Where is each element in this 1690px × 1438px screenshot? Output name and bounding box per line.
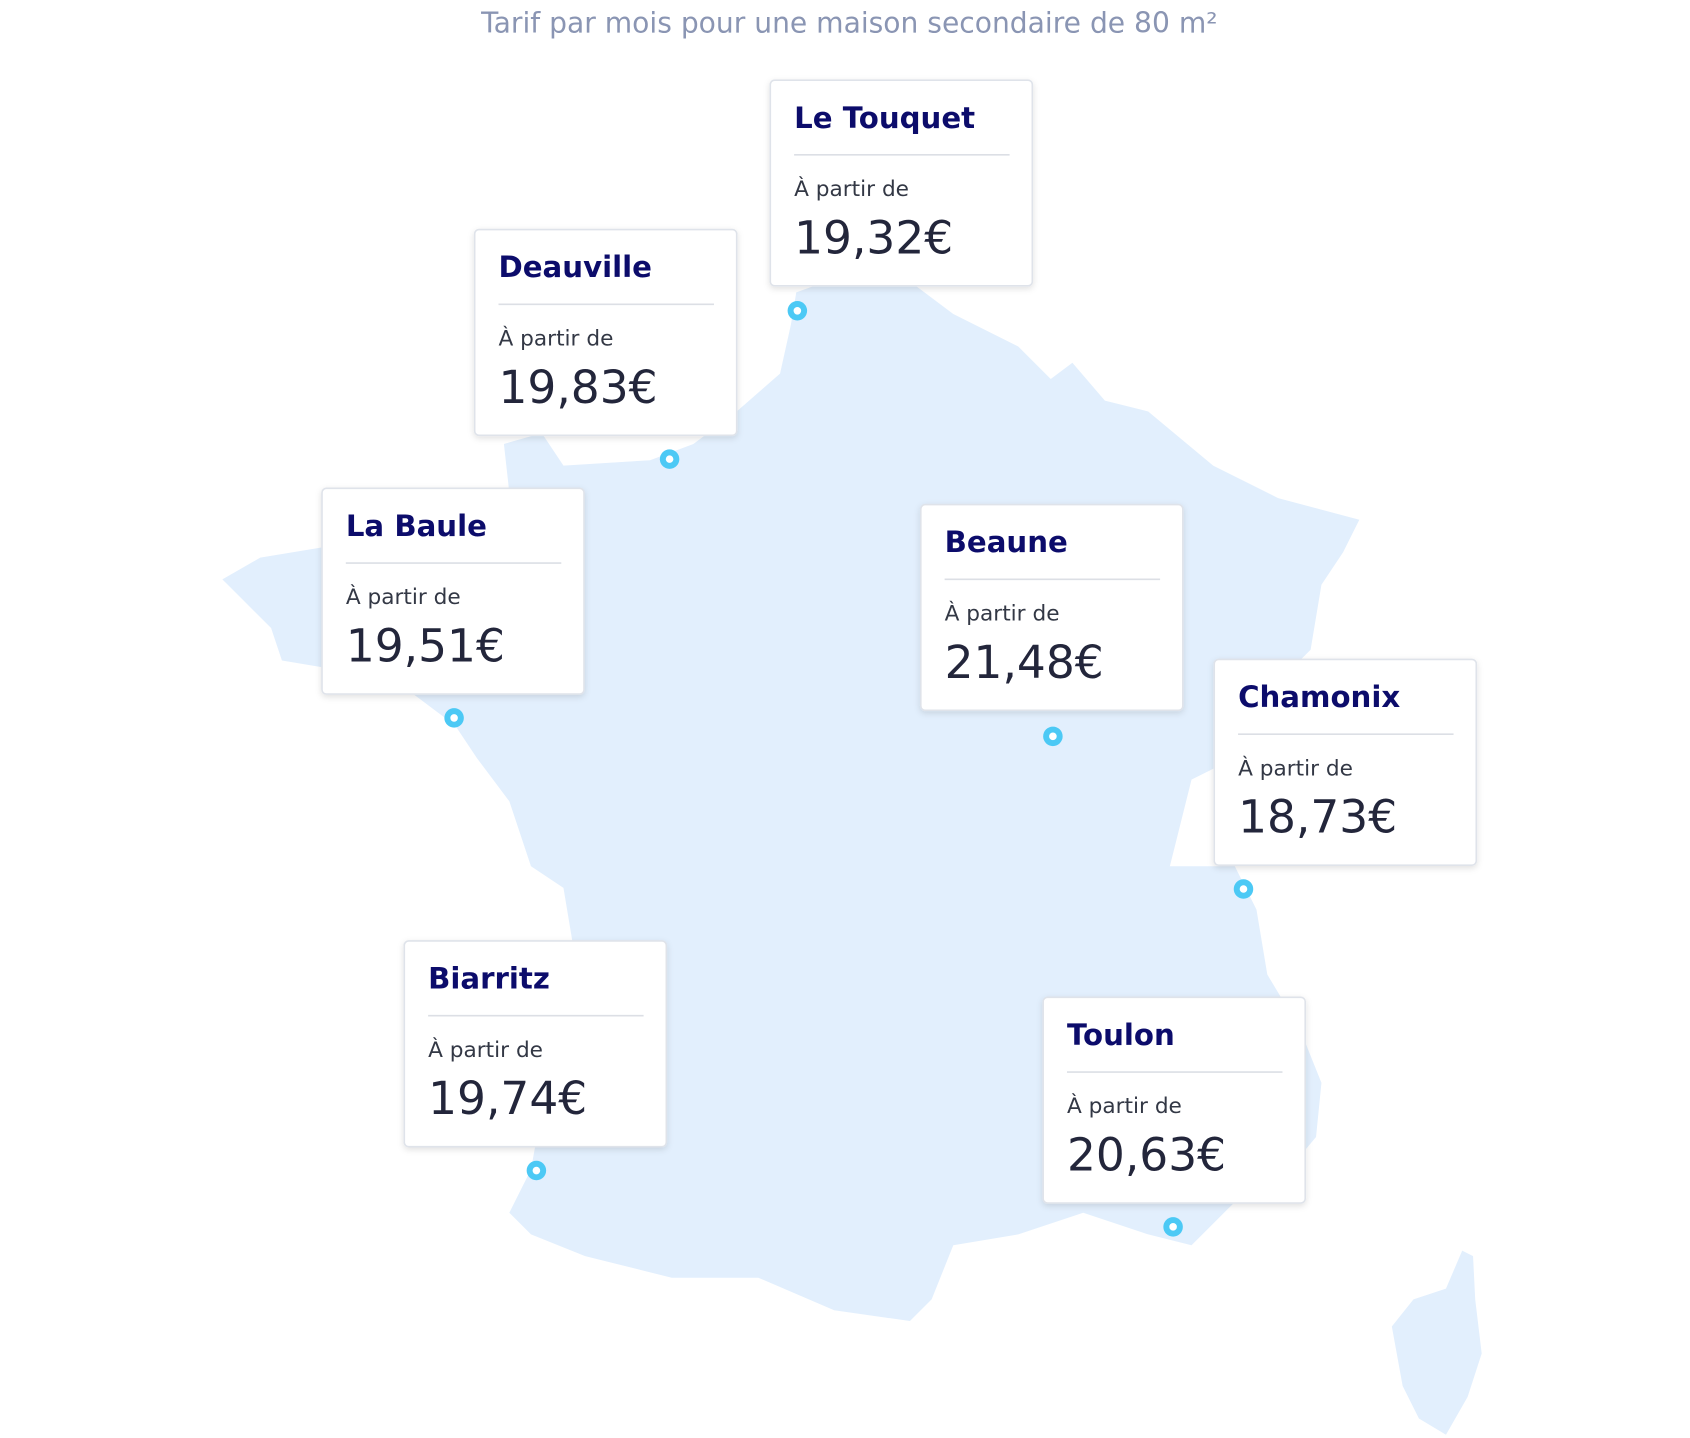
title: Tarif par mois pour une maison secondair… [480, 6, 1217, 39]
price: 18,73€ [1238, 791, 1397, 844]
city-card: Biarritz À partir de 19,74€ [403, 940, 668, 1148]
city-name: Chamonix [1238, 680, 1400, 714]
card-background [473, 228, 738, 437]
from-label: À partir de [428, 1037, 543, 1063]
city-card: Toulon À partir de 20,63€ [1042, 996, 1307, 1204]
from-label: À partir de [794, 176, 909, 202]
price: 19,74€ [428, 1072, 587, 1125]
location-dot-center [450, 714, 458, 722]
location-dot-center [793, 306, 802, 315]
location-dot-center [1239, 885, 1248, 893]
location-dot-center [665, 455, 674, 463]
price: 20,63€ [1067, 1129, 1226, 1182]
from-label: À partir de [945, 600, 1060, 626]
city-name: Beaune [945, 525, 1068, 559]
price: 21,48€ [945, 636, 1104, 689]
card-background [769, 79, 1034, 287]
from-label: À partir de [1238, 755, 1353, 781]
city-name: Le Touquet [794, 101, 975, 135]
location-dot-center [1169, 1223, 1177, 1231]
from-label: À partir de [346, 584, 461, 610]
from-label: À partir de [498, 325, 613, 351]
city-card: Deauville À partir de 19,83€ [473, 228, 738, 437]
card-background [1213, 658, 1478, 866]
price: 19,83€ [498, 361, 657, 414]
city-name: La Baule [346, 509, 487, 543]
from-label: À partir de [1067, 1093, 1182, 1119]
price: 19,32€ [794, 211, 953, 264]
city-card: Chamonix À partir de 18,73€ [1213, 658, 1478, 866]
city-name: Biarritz [428, 962, 550, 996]
city-card: Beaune À partir de 21,48€ [919, 503, 1184, 712]
card-background [1042, 996, 1307, 1204]
city-name: Deauville [498, 250, 651, 284]
city-card: Le Touquet À partir de 19,32€ [769, 79, 1034, 287]
location-dot-center [1049, 732, 1057, 741]
card-background [321, 487, 585, 695]
city-name: Toulon [1067, 1018, 1175, 1052]
city-card: La Baule À partir de 19,51€ [321, 487, 585, 695]
location-dot-center [532, 1166, 541, 1175]
cards-layer: Le Touquet À partir de 19,32€ Deauville À pa… [321, 79, 1478, 1237]
card-background [919, 503, 1184, 712]
corsica-shape [1391, 1250, 1482, 1435]
price: 19,51€ [346, 620, 505, 673]
card-background [403, 940, 668, 1148]
